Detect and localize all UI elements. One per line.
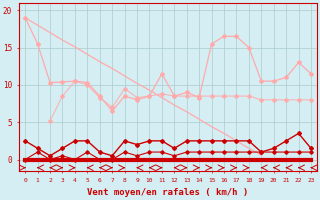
X-axis label: Vent moyen/en rafales ( km/h ): Vent moyen/en rafales ( km/h )	[87, 188, 249, 197]
